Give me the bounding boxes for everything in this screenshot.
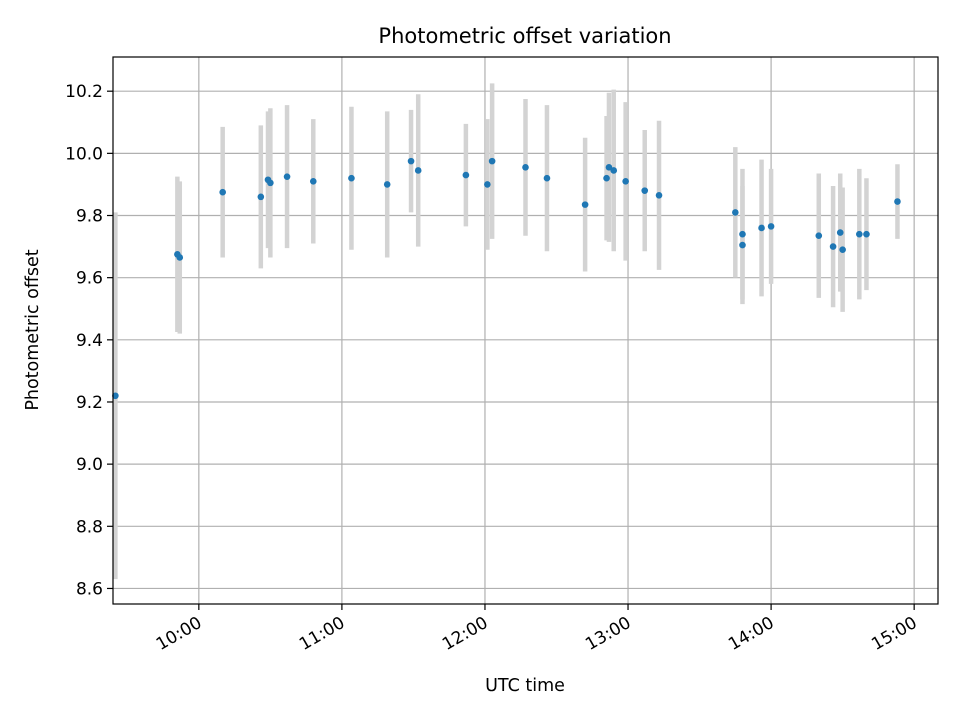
data-point [839,246,846,253]
x-axis-label: UTC time [485,676,565,696]
data-point [622,178,629,185]
data-point [739,241,746,249]
y-tick-label: 9.4 [76,331,103,351]
y-tick-label: 10.0 [65,144,103,164]
data-point [641,187,649,194]
data-point [283,173,291,180]
y-tick-label: 9.8 [76,207,103,227]
data-point [219,188,226,196]
data-point [610,167,618,174]
data-point [581,201,589,208]
y-tick-label: 9.0 [76,455,103,475]
data-point [732,209,739,216]
data-point [257,193,265,201]
data-point [267,179,274,187]
data-point [414,167,422,174]
data-point [758,224,765,232]
y-tick-label: 8.8 [76,517,103,537]
data-point [603,174,610,182]
data-point [407,157,415,165]
data-point [522,164,529,171]
chart-title: Photometric offset variation [378,24,671,48]
data-point [543,174,551,182]
data-point [309,178,317,185]
data-point [176,254,184,261]
data-point [856,230,863,238]
data-point [829,243,837,250]
data-point [894,198,901,205]
data-point [383,181,391,188]
data-points [112,157,901,400]
data-point [462,171,470,179]
y-tick-label: 9.2 [76,393,103,413]
y-axis-label: Photometric offset [23,249,43,410]
y-tick-label: 10.2 [65,82,103,102]
data-point [348,174,355,182]
data-point [655,192,663,199]
data-point [484,181,491,188]
data-point [767,223,775,230]
data-point [605,164,613,171]
data-point [815,232,823,240]
y-tick-label: 9.6 [76,269,103,289]
plot-frame [112,56,939,605]
data-point [112,392,119,400]
data-point [836,229,844,236]
data-point [488,157,496,165]
data-point [863,230,870,238]
y-tick-label: 8.6 [76,579,103,599]
data-point [739,230,746,238]
